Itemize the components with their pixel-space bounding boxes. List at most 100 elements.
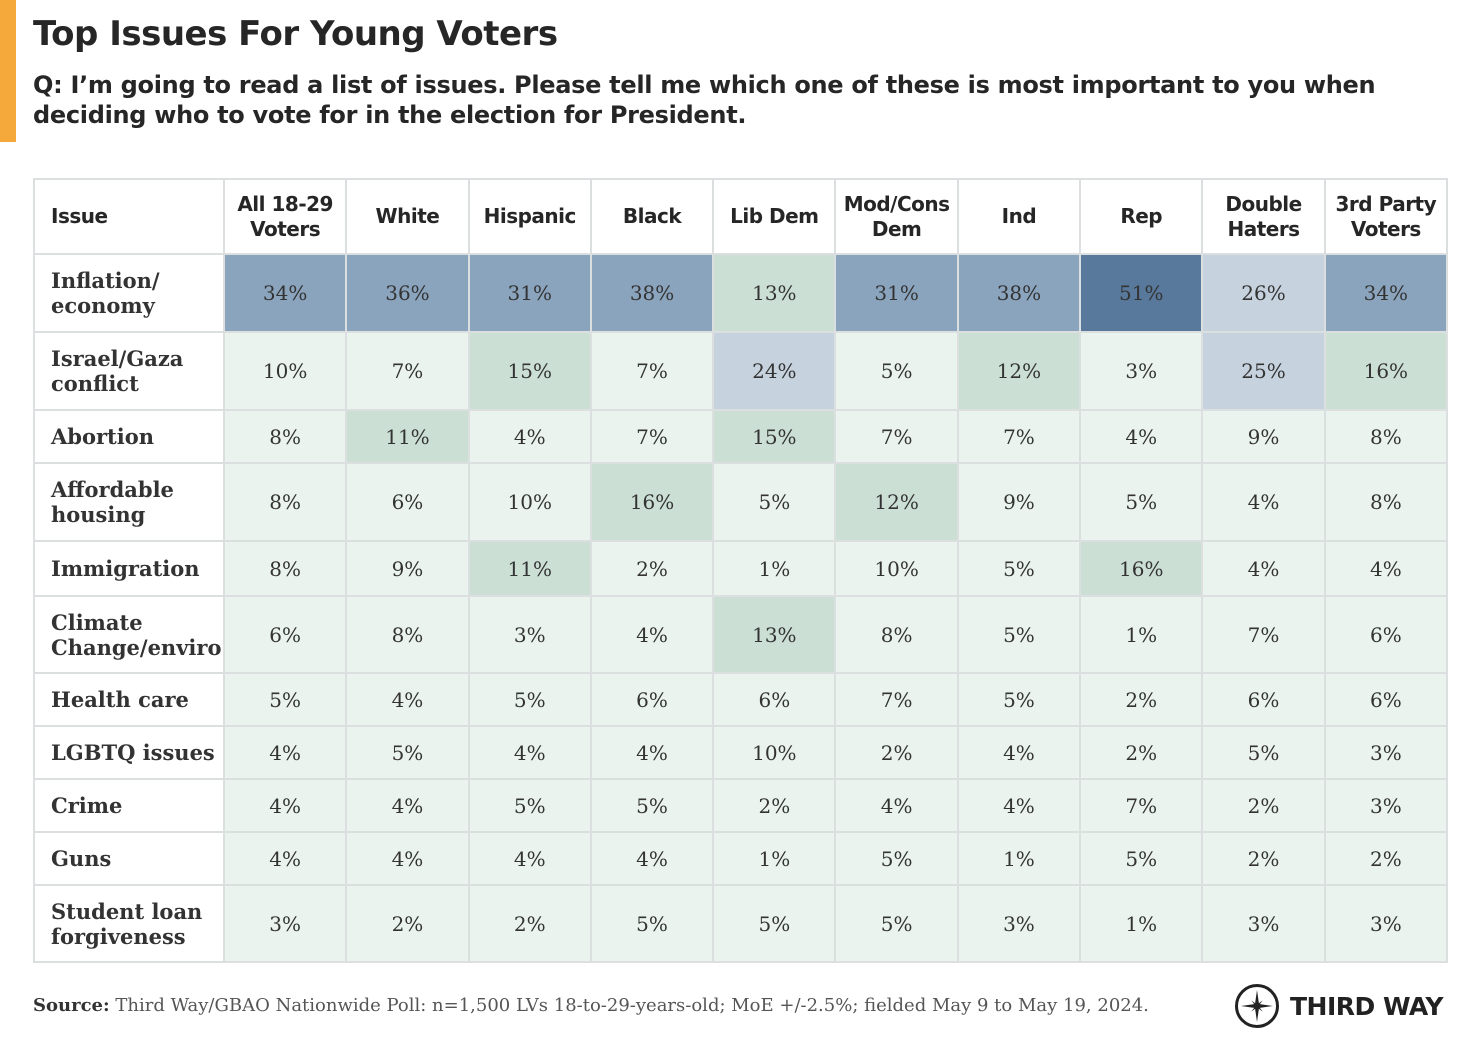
value-cell: 5% [345, 725, 470, 780]
value-cell: 6% [1323, 595, 1449, 674]
value-cell: 25% [1201, 331, 1326, 411]
value-cell: 1% [712, 831, 837, 886]
column-header: Double Haters [1201, 178, 1326, 255]
table-row: Inflation/ economy 34% 36% 31% 38% 13% 31% 38% 5… [33, 253, 1449, 333]
value-cell: 5% [712, 884, 837, 963]
column-header-issue: Issue [33, 178, 225, 255]
value-cell: 2% [589, 540, 715, 597]
value-cell: 9% [345, 540, 470, 597]
value-cell: 5% [712, 462, 837, 542]
value-cell: 5% [834, 884, 959, 963]
value-cell: 7% [834, 672, 959, 727]
value-cell: 4% [1323, 540, 1449, 597]
value-cell: 4% [1079, 409, 1204, 464]
value-cell: 6% [1201, 672, 1326, 727]
value-cell: 4% [1201, 540, 1326, 597]
value-cell: 4% [222, 778, 348, 833]
issue-label: Health care [33, 672, 225, 727]
value-cell: 26% [1201, 253, 1326, 333]
value-cell: 15% [467, 331, 592, 411]
value-cell: 5% [1079, 831, 1204, 886]
issue-label: Inflation/ economy [33, 253, 225, 333]
source-note: Source: Third Way/GBAO Nationwide Poll: … [33, 995, 1149, 1016]
value-cell: 13% [712, 595, 837, 674]
value-cell: 4% [956, 778, 1082, 833]
table-row: Israel/Gaza conflict 10% 7% 15% 7% 24% 5% 12% 3%… [33, 331, 1449, 411]
value-cell: 2% [834, 725, 959, 780]
value-cell: 11% [345, 409, 470, 464]
value-cell: 8% [222, 462, 348, 542]
value-cell: 6% [345, 462, 470, 542]
column-header: Lib Dem [712, 178, 837, 255]
value-cell: 12% [834, 462, 959, 542]
value-cell: 8% [222, 409, 348, 464]
value-cell: 4% [345, 831, 470, 886]
value-cell: 7% [834, 409, 959, 464]
value-cell: 4% [834, 778, 959, 833]
value-cell: 2% [1201, 778, 1326, 833]
value-cell: 3% [1201, 884, 1326, 963]
value-cell: 4% [467, 725, 592, 780]
value-cell: 4% [589, 595, 715, 674]
value-cell: 4% [345, 672, 470, 727]
value-cell: 3% [956, 884, 1082, 963]
value-cell: 2% [712, 778, 837, 833]
value-cell: 8% [1323, 409, 1449, 464]
value-cell: 15% [712, 409, 837, 464]
issue-label: Immigration [33, 540, 225, 597]
value-cell: 36% [345, 253, 470, 333]
issue-label: LGBTQ issues [33, 725, 225, 780]
value-cell: 2% [1201, 831, 1326, 886]
value-cell: 5% [956, 672, 1082, 727]
results-table: Issue All 18-29 Voters White Hispanic Black L… [33, 178, 1449, 963]
value-cell: 7% [1201, 595, 1326, 674]
issue-label: Abortion [33, 409, 225, 464]
value-cell: 31% [834, 253, 959, 333]
table-row: LGBTQ issues 4% 5% 4% 4% 10% 2% 4% 2% 5% 3% [33, 725, 1449, 780]
value-cell: 3% [222, 884, 348, 963]
column-header: 3rd Party Voters [1323, 178, 1449, 255]
value-cell: 3% [467, 595, 592, 674]
value-cell: 13% [712, 253, 837, 333]
value-cell: 5% [222, 672, 348, 727]
value-cell: 5% [834, 831, 959, 886]
value-cell: 38% [589, 253, 715, 333]
value-cell: 5% [467, 672, 592, 727]
third-way-logo: THIRD WAY [1234, 983, 1444, 1029]
value-cell: 8% [222, 540, 348, 597]
value-cell: 16% [1079, 540, 1204, 597]
issue-label: Israel/Gaza conflict [33, 331, 225, 411]
logo-text: THIRD WAY [1290, 991, 1444, 1021]
survey-question: Q: I’m going to read a list of issues. P… [33, 71, 1376, 129]
value-cell: 6% [712, 672, 837, 727]
table-row: Guns 4% 4% 4% 4% 1% 5% 1% 5% 2% 2% [33, 831, 1449, 886]
issue-label: Guns [33, 831, 225, 886]
value-cell: 34% [222, 253, 348, 333]
column-header: Hispanic [467, 178, 592, 255]
value-cell: 11% [467, 540, 592, 597]
column-header: Ind [956, 178, 1082, 255]
source-label: Source: [33, 995, 110, 1016]
column-header: White [345, 178, 470, 255]
value-cell: 10% [222, 331, 348, 411]
table-row: Crime 4% 4% 5% 5% 2% 4% 4% 7% 2% 3% [33, 778, 1449, 833]
value-cell: 24% [712, 331, 837, 411]
value-cell: 12% [956, 331, 1082, 411]
value-cell: 16% [1323, 331, 1449, 411]
table-row: Health care 5% 4% 5% 6% 6% 7% 5% 2% 6% 6% [33, 672, 1449, 727]
value-cell: 2% [1079, 672, 1204, 727]
value-cell: 1% [1079, 595, 1204, 674]
value-cell: 5% [834, 331, 959, 411]
value-cell: 5% [1079, 462, 1204, 542]
table-row: Student loan forgiveness 3% 2% 2% 5% 5% 5% 3% 1%… [33, 884, 1449, 963]
value-cell: 6% [1323, 672, 1449, 727]
value-cell: 31% [467, 253, 592, 333]
value-cell: 7% [956, 409, 1082, 464]
value-cell: 9% [956, 462, 1082, 542]
value-cell: 10% [834, 540, 959, 597]
value-cell: 4% [222, 725, 348, 780]
value-cell: 3% [1323, 725, 1449, 780]
compass-icon [1235, 984, 1279, 1028]
value-cell: 1% [712, 540, 837, 597]
value-cell: 8% [834, 595, 959, 674]
